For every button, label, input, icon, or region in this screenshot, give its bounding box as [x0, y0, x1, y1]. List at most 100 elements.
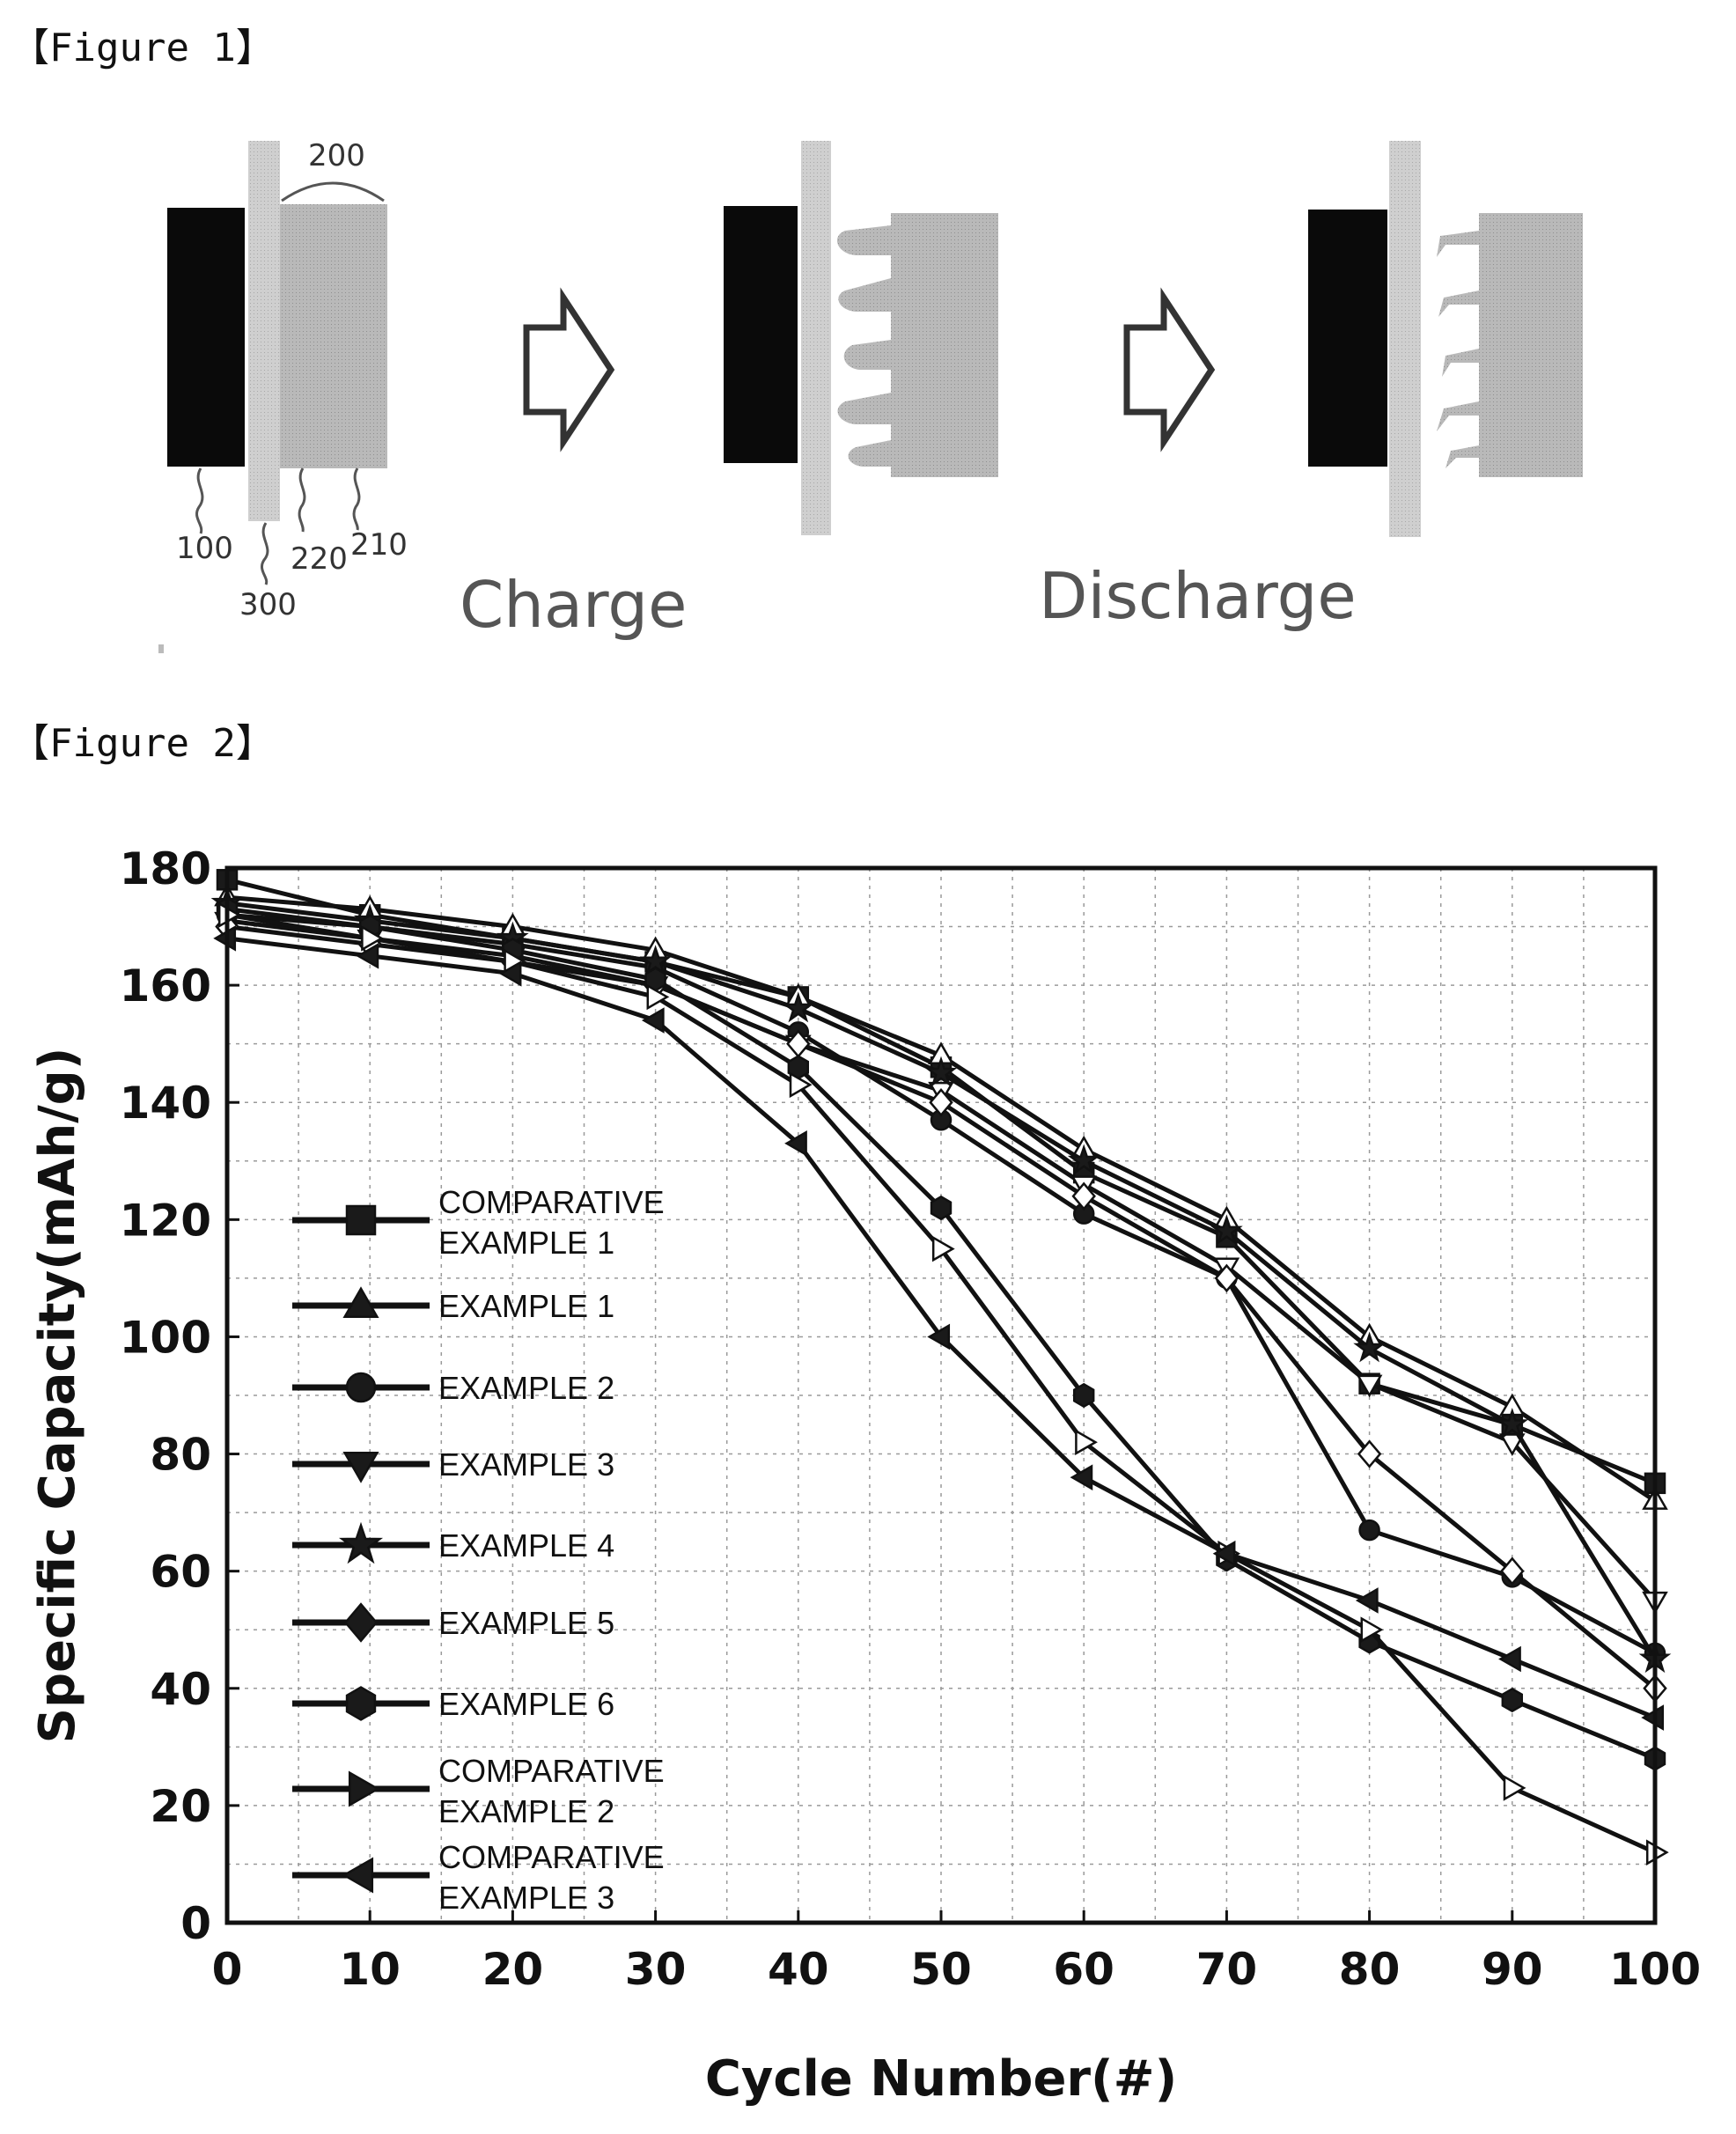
scan-speck [158, 644, 164, 653]
legend-marker [344, 1859, 372, 1892]
x-tick-label: 90 [1482, 1944, 1543, 1995]
x-tick-label: 30 [625, 1944, 687, 1995]
data-point [358, 945, 378, 967]
data-point [646, 958, 666, 977]
series-group [214, 890, 1667, 1670]
data-point [928, 1060, 953, 1085]
separator-charged [801, 141, 831, 535]
leader-220 [299, 468, 305, 532]
chart-legend: COMPARATIVEEXAMPLE 1EXAMPLE 1EXAMPLE 2EX… [292, 1184, 665, 1916]
data-point [216, 913, 238, 932]
data-point [1359, 1441, 1380, 1467]
data-point [1357, 1589, 1377, 1611]
data-point [1217, 1549, 1236, 1571]
x-tick-label: 50 [910, 1944, 972, 1995]
data-point [1501, 1648, 1520, 1670]
series-line [227, 909, 1655, 1759]
legend-item: EXAMPLE 2 [292, 1370, 614, 1406]
data-point [646, 952, 666, 971]
legend-label: EXAMPLE 5 [438, 1605, 614, 1641]
data-point [1501, 1395, 1523, 1415]
data-point [1073, 1137, 1095, 1157]
legend-label: COMPARATIVE [438, 1753, 665, 1789]
data-point [217, 914, 238, 939]
y-tick-label: 80 [150, 1430, 211, 1481]
data-point [501, 962, 520, 984]
ref-300-label: 300 [239, 587, 297, 622]
y-tick-label: 180 [120, 843, 211, 894]
ref-100-label: 100 [176, 531, 233, 566]
series-line [227, 927, 1655, 1689]
data-point [1644, 1706, 1663, 1728]
x-tick-label: 70 [1196, 1944, 1258, 1995]
data-point [1644, 1490, 1666, 1509]
discharge-caption: Discharge [1039, 559, 1357, 633]
leader-100 [196, 468, 202, 534]
data-point [930, 1326, 949, 1348]
data-point [1073, 1177, 1095, 1196]
leader-300 [261, 523, 267, 585]
data-point [1502, 1558, 1523, 1584]
data-point [789, 987, 808, 1006]
data-point [214, 890, 239, 915]
data-point [648, 986, 667, 1008]
electrode-200 [280, 204, 387, 468]
data-point [357, 908, 383, 932]
data-point [791, 1074, 810, 1096]
data-point [1503, 1567, 1522, 1586]
data-point [787, 985, 809, 1004]
data-point [1499, 1411, 1525, 1436]
data-point [1076, 1431, 1095, 1453]
electrode-charged [724, 206, 798, 463]
x-axis-title: Cycle Number(#) [705, 2050, 1177, 2108]
series-group [216, 886, 1666, 1509]
data-point [931, 1110, 951, 1130]
separator-discharged [1389, 141, 1421, 537]
data-point [502, 948, 524, 968]
data-point [1073, 1183, 1094, 1209]
data-point [1501, 1434, 1523, 1453]
y-tick-label: 120 [120, 1195, 211, 1246]
leader-210 [354, 468, 359, 530]
ref-210-label: 210 [350, 527, 408, 563]
series-group [217, 905, 1665, 1663]
data-point [1647, 1841, 1666, 1863]
data-point [1217, 1227, 1236, 1247]
data-point [1214, 1218, 1239, 1242]
data-point [217, 870, 237, 889]
data-point [503, 935, 522, 954]
legend-marker [345, 1453, 378, 1481]
ref-200-label: 200 [308, 138, 365, 173]
y-tick-label: 40 [150, 1664, 211, 1715]
legend-item: COMPARATIVEEXAMPLE 2 [292, 1753, 665, 1829]
legend-label: EXAMPLE 2 [438, 1370, 614, 1406]
data-point [1072, 1467, 1092, 1489]
legend-item: EXAMPLE 3 [292, 1446, 614, 1483]
data-point [1216, 1208, 1238, 1227]
data-point [1358, 1325, 1380, 1344]
data-point [1074, 1384, 1093, 1406]
legend-label: COMPARATIVE [438, 1839, 665, 1875]
electrode-charged-right [891, 213, 998, 477]
charge-caption: Charge [460, 568, 687, 642]
separator-300 [248, 141, 280, 521]
data-point [787, 1036, 809, 1056]
legend-item: COMPARATIVEEXAMPLE 3 [292, 1839, 665, 1916]
data-point [1219, 1542, 1239, 1564]
data-point [1216, 1259, 1238, 1278]
data-point [1504, 1777, 1524, 1799]
data-point [1216, 1266, 1237, 1291]
data-point [646, 968, 666, 990]
data-point [503, 929, 522, 948]
x-tick-label: 40 [768, 1944, 829, 1995]
x-tick-label: 10 [339, 1944, 401, 1995]
data-point [1644, 1675, 1666, 1701]
legend-item: EXAMPLE 1 [292, 1288, 614, 1324]
residual-dendrites [1437, 231, 1479, 468]
legend-label: EXAMPLE 6 [438, 1686, 614, 1722]
data-point [360, 916, 379, 938]
legend-marker [349, 1773, 378, 1806]
data-point [1217, 1269, 1236, 1288]
electrode-discharged [1308, 210, 1387, 467]
legend-marker [345, 1604, 376, 1641]
